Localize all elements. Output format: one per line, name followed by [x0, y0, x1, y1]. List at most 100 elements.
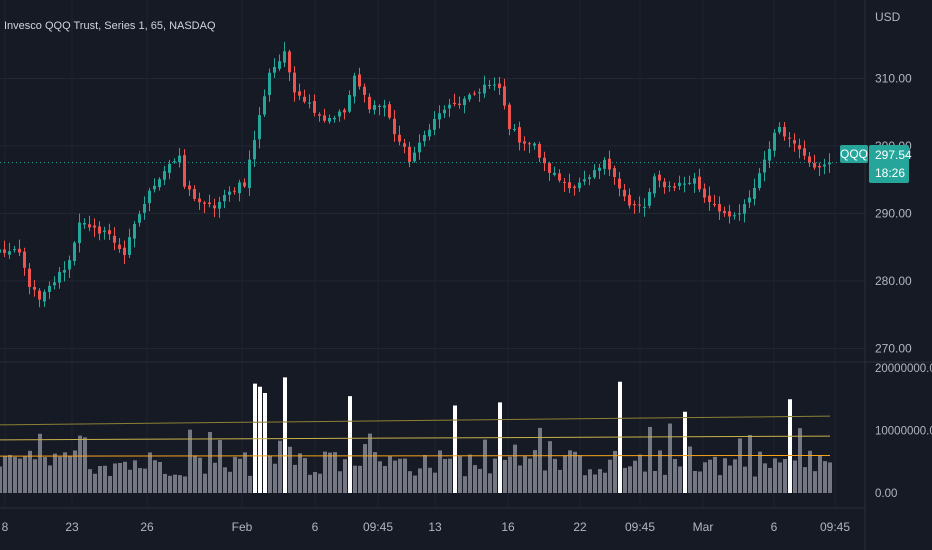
candle-body: [728, 211, 731, 217]
candle-body: [593, 170, 596, 178]
candle-body: [428, 129, 431, 137]
volume-bar: [693, 470, 697, 493]
candle-body: [23, 251, 26, 268]
volume-bar: [458, 456, 462, 493]
volume-bar: [353, 465, 357, 493]
volume-bar: [433, 472, 437, 493]
volume-bar: [583, 475, 587, 493]
volume-bar: [143, 468, 147, 493]
candle-body: [478, 92, 481, 94]
volume-bar: [483, 439, 487, 493]
volume-bar: [428, 467, 432, 493]
time-tick-label: Mar: [693, 520, 714, 534]
candle-body: [148, 190, 151, 204]
volume-bar: [413, 475, 417, 493]
volume-bar: [553, 458, 557, 493]
volume-bar: [118, 462, 122, 493]
candle-body: [553, 172, 556, 175]
time-tick-label: 8: [2, 520, 9, 534]
candle-body: [333, 117, 336, 120]
volume-bar: [778, 462, 782, 493]
candle-body: [228, 191, 231, 195]
candle-body: [48, 285, 51, 292]
candle-body: [318, 114, 321, 116]
volume-bar: [783, 459, 787, 493]
candle-body: [218, 201, 221, 209]
volume-bar: [813, 471, 817, 493]
candle-body: [623, 189, 626, 197]
volume-bar: [753, 476, 757, 493]
volume-bar: [448, 458, 452, 493]
ticker-tag[interactable]: QQQ: [840, 145, 868, 163]
candle-body: [563, 181, 566, 183]
volume-bar: [103, 465, 107, 493]
candle-body: [618, 178, 621, 189]
candle-body: [673, 186, 676, 188]
volume-bar: [268, 455, 272, 493]
candle-body: [753, 187, 756, 199]
volume-bar: [798, 428, 802, 493]
volume-bar: [328, 452, 332, 493]
ticker-tag-background: [840, 145, 868, 163]
volume-bar: [638, 454, 642, 493]
candle-body: [363, 86, 366, 95]
candle-body: [78, 222, 81, 244]
volume-bar: [653, 471, 657, 493]
volume-axis[interactable]: 20000000.00 10000000.00 0.00: [875, 363, 932, 500]
candle-body: [343, 109, 346, 113]
volume-bar: [383, 465, 387, 493]
candle-body: [153, 185, 156, 190]
candle-body: [578, 182, 581, 189]
candle-body: [678, 182, 681, 186]
candle-body: [223, 194, 226, 202]
volume-ma-line: [0, 455, 831, 457]
candle-body: [458, 103, 461, 106]
volume-bar: [98, 466, 102, 493]
candlestick-series: [0, 41, 831, 308]
candle-body: [818, 165, 821, 168]
candle-body: [338, 111, 341, 117]
volume-bar: [178, 475, 182, 493]
candle-body: [498, 83, 501, 89]
time-tick-label: 22: [573, 520, 587, 534]
price-tick-label: 290.00: [875, 207, 912, 221]
candle-body: [128, 237, 131, 255]
candle-body: [358, 74, 361, 87]
candle-body: [73, 242, 76, 262]
volume-bar: [198, 457, 202, 493]
candle-body: [438, 113, 441, 120]
candle-body: [118, 244, 121, 250]
volume-bar: [238, 458, 242, 493]
time-axis[interactable]: 8 23 26 Feb 6 09:45 13 16 22 09:45 Mar 6 09:45: [2, 520, 851, 534]
volume-bar: [408, 471, 412, 493]
volume-bar: [18, 458, 22, 493]
candle-body: [323, 115, 326, 121]
candle-body: [308, 102, 311, 104]
volume-bar: [498, 402, 502, 493]
candle-body: [33, 286, 36, 290]
volume-bar: [73, 450, 77, 493]
volume-bar: [33, 459, 37, 493]
time-tick-label: 6: [771, 520, 778, 534]
candle-body: [383, 105, 386, 108]
volume-bar: [148, 452, 152, 493]
candle-body: [608, 158, 611, 170]
volume-bar: [578, 455, 582, 493]
candle-body: [263, 96, 266, 115]
time-tick-label: 09:45: [363, 520, 393, 534]
last-price-tag[interactable]: 297.54 18:26: [869, 145, 912, 183]
candle-body: [143, 203, 146, 213]
volume-bar: [123, 461, 127, 493]
currency-label: USD: [875, 10, 901, 24]
candle-body: [208, 202, 211, 205]
candle-body: [368, 96, 371, 110]
volume-bar: [368, 433, 372, 493]
volume-tick-label: 10000000.00: [875, 426, 932, 438]
candle-body: [543, 157, 546, 164]
time-tick-label: 26: [140, 520, 154, 534]
candle-body: [178, 155, 181, 163]
volume-bar: [723, 458, 727, 493]
candle-body: [698, 176, 701, 190]
candle-body: [783, 126, 786, 137]
